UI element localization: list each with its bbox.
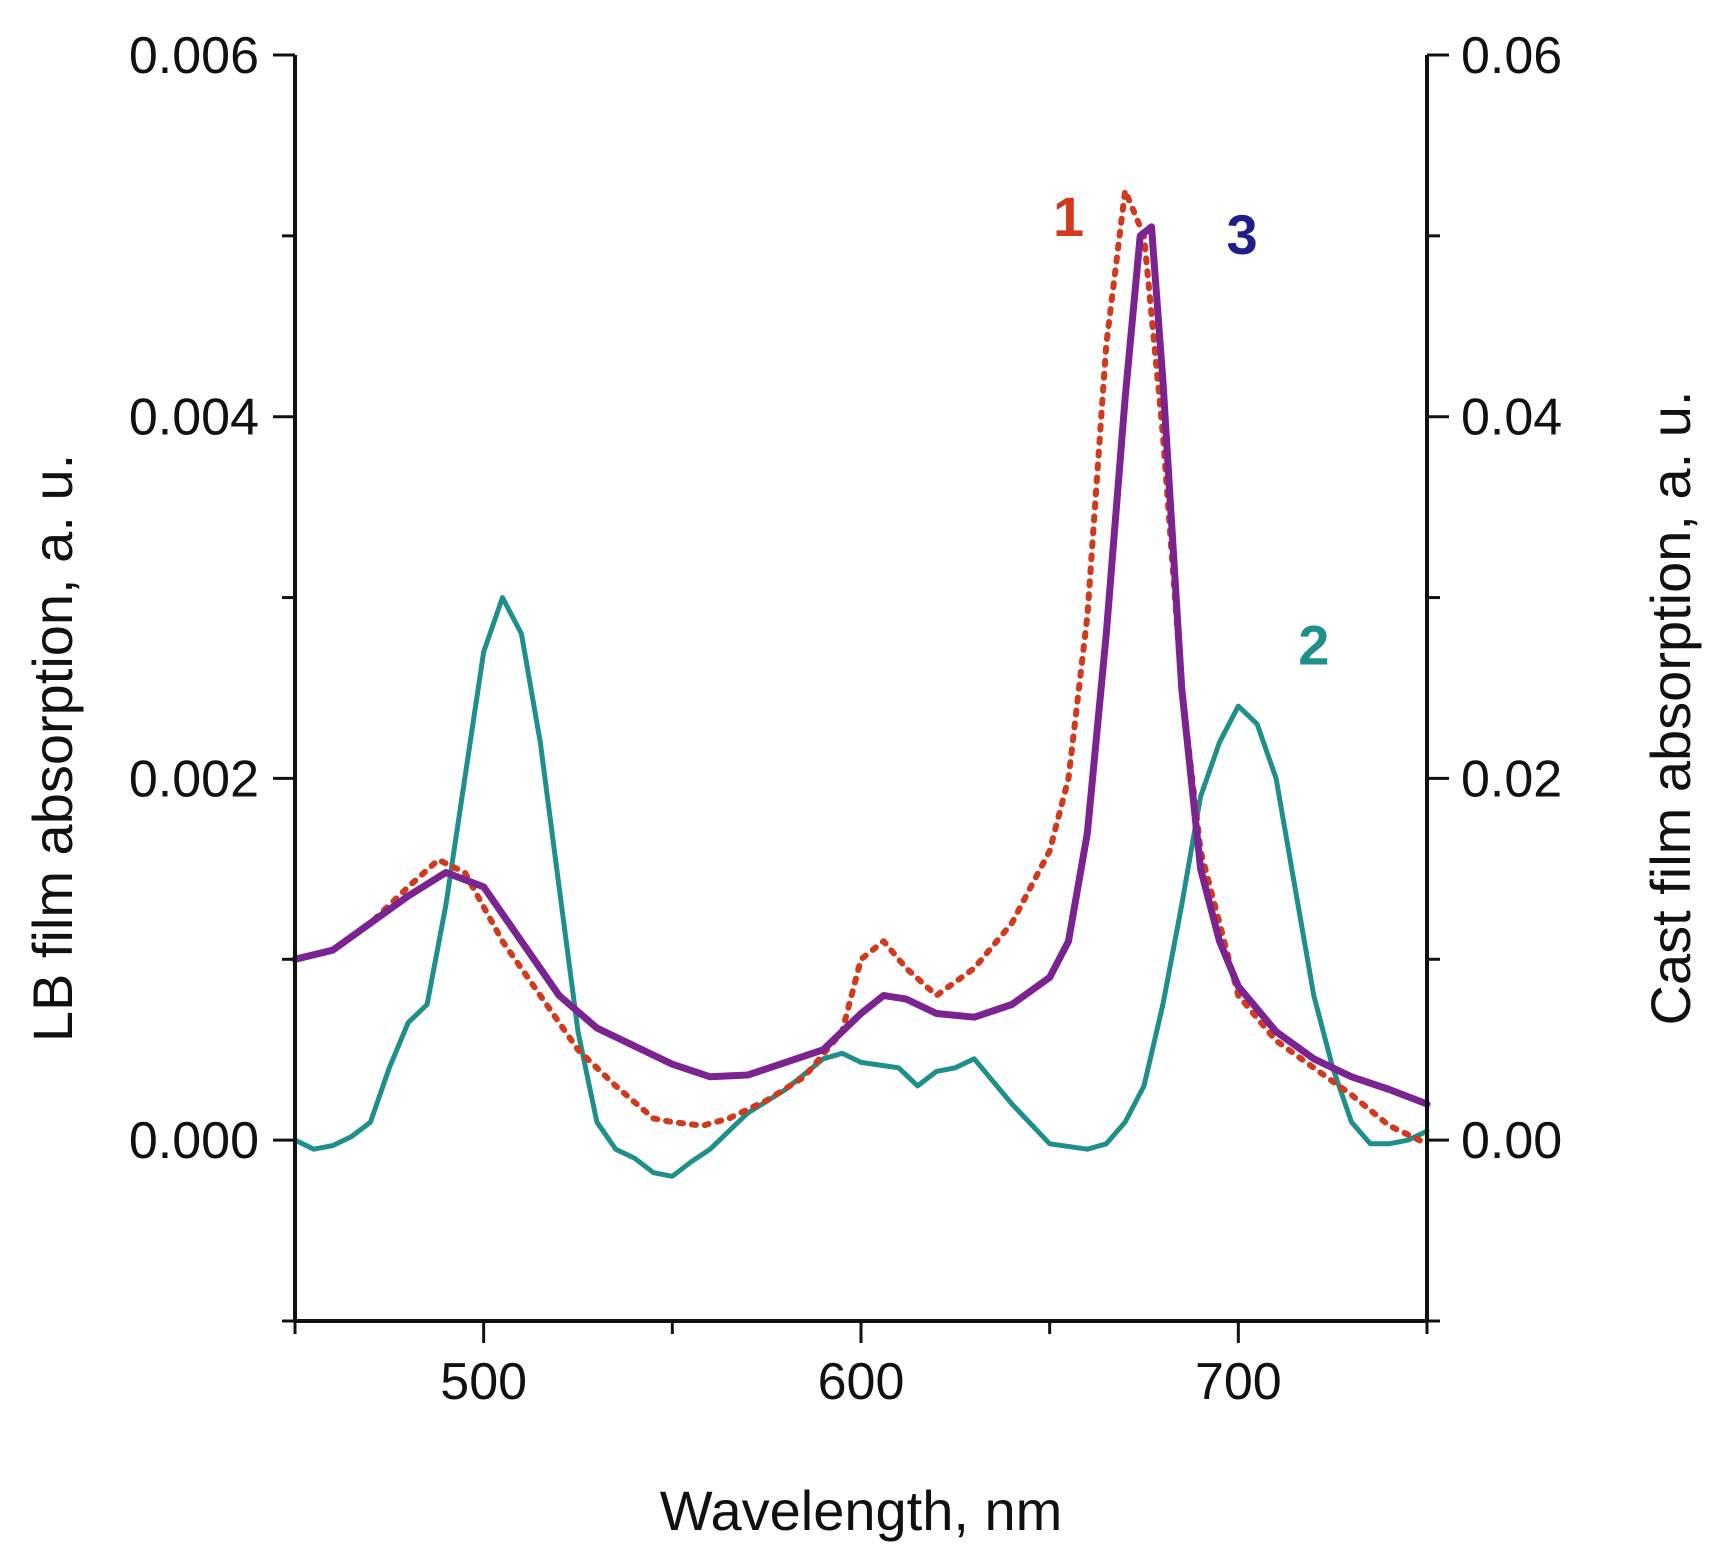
y-left-tick-label: 0.002: [129, 750, 259, 808]
series-label-2: 2: [1298, 613, 1329, 676]
series-label-1: 1: [1053, 185, 1084, 248]
x-axis-title: Wavelength, nm: [660, 1479, 1063, 1542]
series-line-2: [292, 595, 1430, 1179]
series-layer: [291, 187, 1431, 1179]
x-tick-label: 500: [440, 1353, 527, 1411]
y-right-tick-label: 0.02: [1461, 750, 1562, 808]
y-left-tick-label: 0.006: [129, 27, 259, 85]
y-right-tick-label: 0.06: [1461, 27, 1562, 85]
x-tick-label: 600: [818, 1353, 905, 1411]
y-right-axis-title: Cast film absorption, a. u.: [1639, 391, 1702, 1026]
y-right-tick-label: 0.04: [1461, 389, 1562, 447]
axes-layer: [273, 53, 1449, 1343]
y-right-tick-label: 0.00: [1461, 1112, 1562, 1170]
series-label-3: 3: [1227, 203, 1258, 266]
series-line-3: [291, 223, 1431, 1108]
y-left-axis-title: LB film absorption, a. u.: [21, 454, 84, 1042]
series-line-1: [292, 187, 1430, 1147]
y-left-tick-label: 0.000: [129, 1112, 259, 1170]
y-left-tick-label: 0.004: [129, 389, 259, 447]
x-tick-label: 700: [1195, 1353, 1282, 1411]
labels-layer: 0.000 0.002 0.004 0.006 0.00 0.02 0.04 0.06 500 6…: [21, 27, 1702, 1542]
